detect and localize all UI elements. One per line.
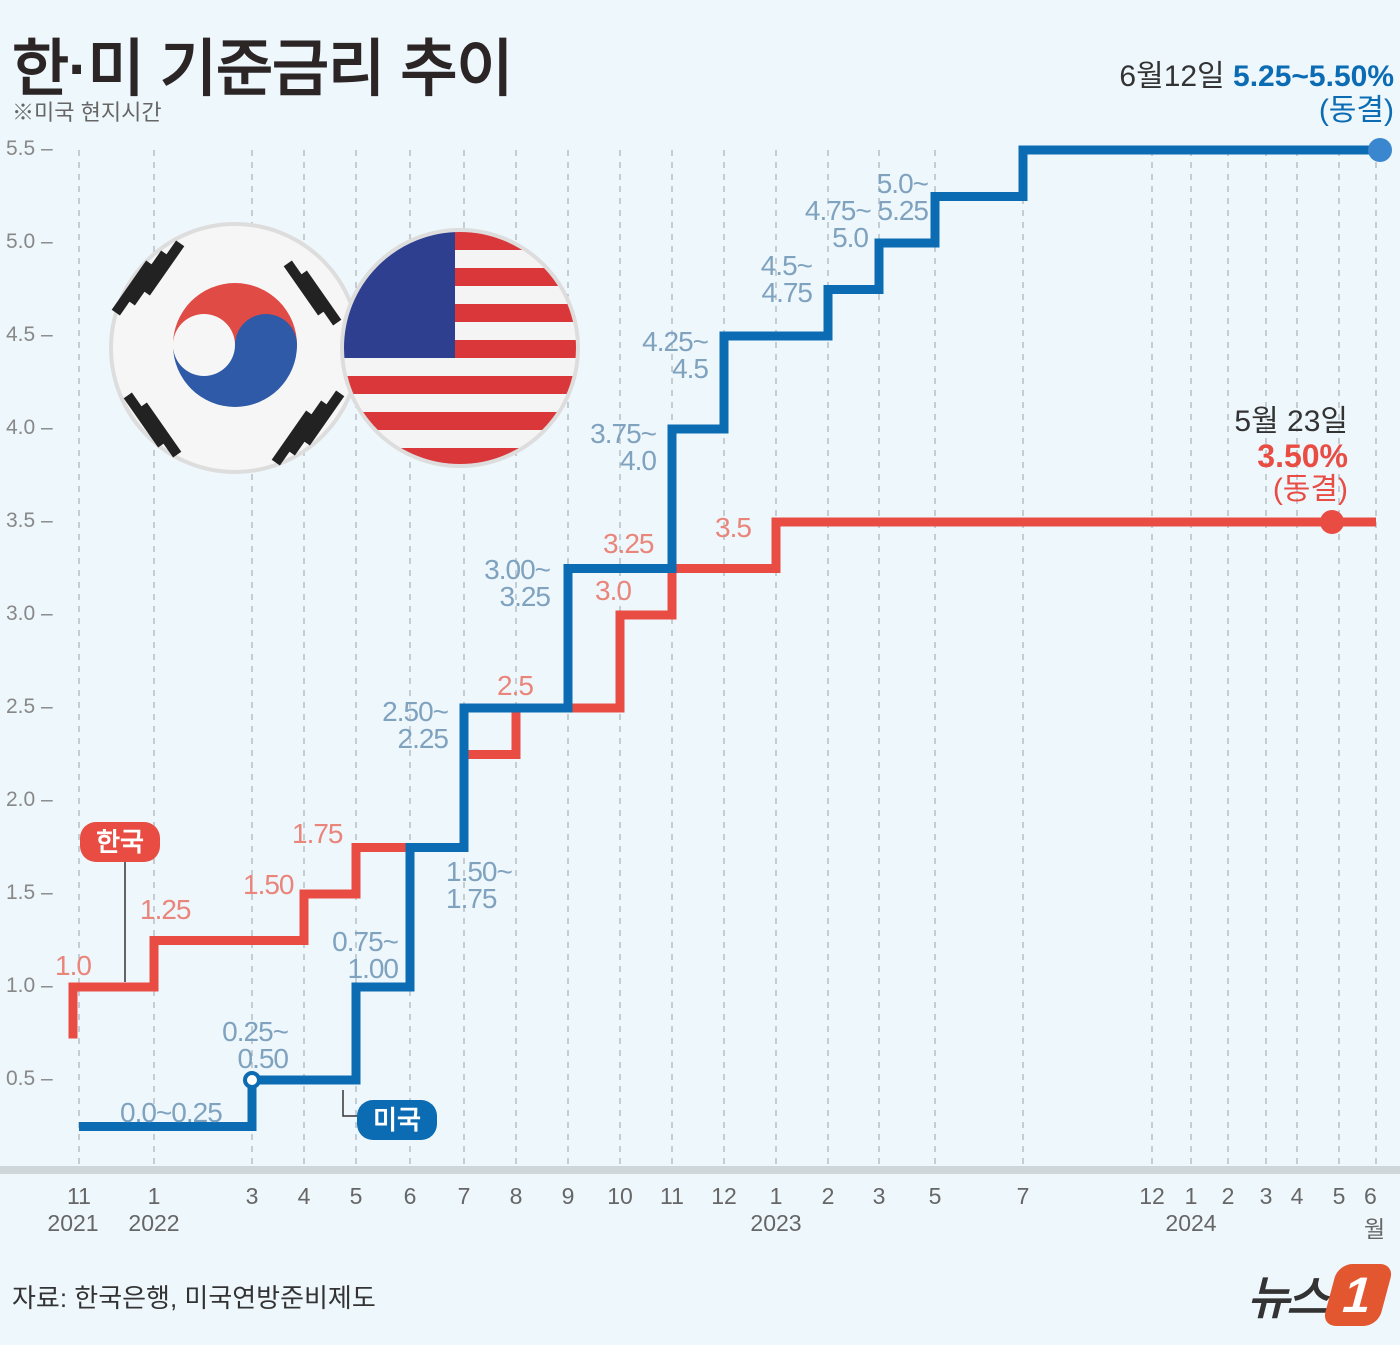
x-tick-label: 3	[872, 1183, 886, 1209]
y-tick-label: 2.0 –	[6, 788, 53, 811]
korea-label-6: 3.0	[595, 575, 632, 606]
us-start-hike-marker	[243, 1071, 261, 1089]
x-tick-label: 4	[1290, 1183, 1304, 1209]
x-tick-label: 9	[561, 1183, 575, 1209]
y-tick-label: 0.5 –	[6, 1067, 53, 1090]
korea-label-7: 3.25	[603, 528, 654, 559]
us-flag-icon	[340, 228, 580, 468]
us-label-8: 4.5~ 4.75	[760, 250, 813, 308]
x-tick-label: 1	[147, 1183, 161, 1209]
y-tick-label: 3.5 –	[6, 509, 53, 532]
x-year-label: 2023	[750, 1210, 802, 1236]
x-tick-label: 2	[1221, 1183, 1235, 1209]
us-series-badge: 미국	[357, 1100, 437, 1140]
us-label-6: 3.75~ 4.0	[590, 418, 657, 476]
x-tick-label: 5	[1332, 1183, 1346, 1209]
us-label-2: 0.75~ 1.00	[332, 926, 399, 984]
korea-annotation: 5월 23일 3.50% (동결)	[1234, 405, 1348, 506]
x-year-label: 2024	[1165, 1210, 1217, 1236]
x-year-label: 2022	[128, 1210, 180, 1236]
us-label-9: 5.0~ 4.75~ 5.25 5.0	[804, 168, 929, 253]
us-label-7: 4.25~ 4.5	[642, 326, 709, 384]
us-label-4: 2.50~ 2.25	[382, 696, 449, 754]
y-tick-label: 1.0 –	[6, 974, 53, 997]
korea-flag-icon	[109, 222, 361, 474]
us-label-1: 0.25~ 0.50	[222, 1016, 289, 1074]
x-tick-label: 1	[1184, 1183, 1198, 1209]
y-tick-label: 5.0 –	[6, 230, 53, 253]
x-tick-label: 5	[349, 1183, 363, 1209]
x-tick-label: 11	[660, 1183, 684, 1209]
y-tick-label: 5.5 –	[6, 137, 53, 160]
korea-label-3: 1.50	[243, 869, 294, 900]
x-tick-label: 11	[67, 1183, 91, 1209]
x-tick-label: 1	[769, 1183, 783, 1209]
us-badge-leader	[342, 1090, 357, 1117]
x-tick-label: 12	[1139, 1183, 1165, 1209]
us-label-start: 0.0~0.25	[120, 1097, 223, 1128]
x-tick-label: 6	[403, 1183, 417, 1209]
korea-end-point	[1320, 510, 1344, 534]
source-note: 자료: 한국은행, 미국연방준비제도	[12, 1283, 376, 1313]
y-tick-label: 2.5 –	[6, 695, 53, 718]
news1-logo: 뉴스 1	[1247, 1262, 1395, 1328]
x-tick-label: 5	[928, 1183, 942, 1209]
korea-label-2: 1.25	[140, 894, 191, 925]
x-tick-label: 7	[457, 1183, 471, 1209]
x-tick-label: 7	[1016, 1183, 1030, 1209]
x-tick-label: 3	[1259, 1183, 1273, 1209]
us-end-point	[1368, 138, 1392, 162]
x-tick-label: 12	[711, 1183, 737, 1209]
y-tick-label: 1.5 –	[6, 881, 53, 904]
us-label-5: 3.00~ 3.25	[484, 554, 551, 612]
korea-label-4: 1.75	[292, 818, 343, 849]
korea-series-badge: 한국	[80, 822, 160, 862]
y-tick-label: 3.0 –	[6, 602, 53, 625]
chart-title: 한·미 기준금리 추이	[12, 35, 513, 104]
us-annotation: 6월12일 5.25~5.50% (동결)	[1119, 60, 1394, 127]
subtitle-note: ※미국 현지시간	[12, 100, 162, 125]
us-rate-line	[79, 145, 1376, 1131]
x-tick-label: 3	[245, 1183, 259, 1209]
us-label-3: 1.50~ 1.75	[446, 856, 513, 914]
x-tick-label: 4	[297, 1183, 311, 1209]
x-tick-label: 10	[607, 1183, 633, 1209]
y-tick-label: 4.5 –	[6, 323, 53, 346]
x-year-label: 2021	[47, 1210, 99, 1236]
x-tick-label: 6월	[1364, 1183, 1386, 1242]
x-tick-label: 2	[821, 1183, 835, 1209]
korea-label-1: 1.0	[55, 950, 92, 981]
x-axis-line	[0, 1166, 1400, 1174]
korea-label-8: 3.5	[715, 512, 752, 543]
y-tick-label: 4.0 –	[6, 416, 53, 439]
x-tick-label: 8	[509, 1183, 523, 1209]
korea-label-5: 2.5	[497, 670, 534, 701]
